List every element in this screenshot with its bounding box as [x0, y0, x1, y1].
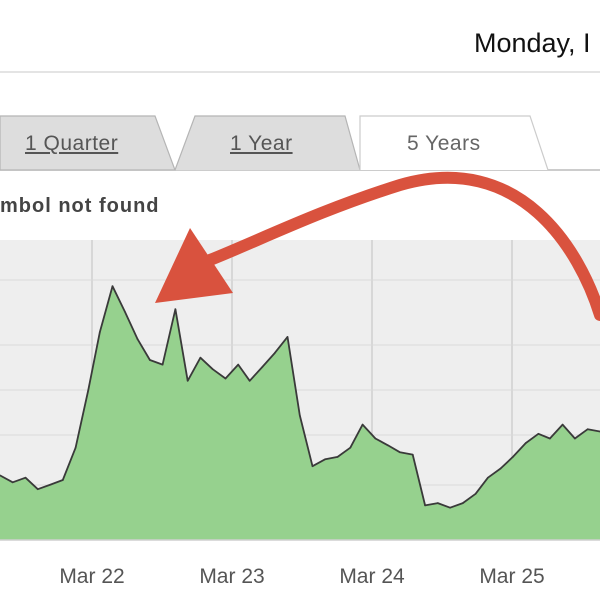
tab-5-years-label[interactable]: 5 Years [407, 132, 481, 155]
data-point [211, 368, 214, 371]
data-point [311, 465, 314, 467]
data-point [199, 356, 202, 359]
data-point [586, 428, 589, 431]
data-point [487, 476, 489, 479]
data-point [499, 467, 502, 470]
data-point [324, 458, 327, 461]
data-point [436, 502, 439, 504]
data-point [449, 506, 451, 509]
data-point [62, 479, 64, 481]
data-point [549, 437, 551, 440]
period-tabs [0, 115, 600, 171]
data-point [399, 451, 401, 454]
data-point [561, 423, 564, 426]
data-point [248, 379, 251, 382]
data-point [574, 437, 576, 440]
data-point [87, 389, 90, 391]
data-point [424, 504, 426, 507]
x-tick-label: Mar 23 [199, 565, 264, 588]
data-point [49, 483, 52, 486]
data-point [411, 453, 414, 456]
data-point [336, 456, 339, 458]
data-point [387, 444, 389, 447]
data-point [186, 379, 189, 382]
data-point [149, 359, 151, 361]
annotation-arrow [155, 171, 600, 321]
x-tick-label: Mar 24 [339, 565, 405, 588]
data-point [98, 331, 101, 334]
data-point [74, 446, 77, 449]
data-point [361, 423, 364, 426]
data-point [286, 336, 289, 338]
data-point [0, 474, 1, 477]
tab-1-quarter-label[interactable]: 1 Quarter [25, 132, 119, 155]
data-point [374, 437, 377, 440]
data-point [36, 488, 39, 491]
tab-5-years[interactable] [359, 115, 549, 171]
data-point [537, 433, 540, 435]
header-divider [0, 71, 600, 73]
data-point [474, 493, 477, 495]
data-point [462, 502, 464, 504]
data-point [524, 442, 527, 444]
x-axis-ticks: Mar 22 Mar 23 Mar 24 Mar 25 [59, 565, 544, 588]
symbol-status-message: mbol not found [0, 195, 160, 217]
tab-1-year[interactable] [174, 115, 361, 171]
data-points [0, 285, 600, 509]
x-tick-label: Mar 25 [479, 565, 544, 588]
data-point [261, 366, 264, 368]
price-area [0, 286, 600, 540]
data-point [349, 446, 352, 449]
data-point [161, 363, 164, 366]
data-point [136, 338, 139, 341]
data-point [11, 481, 14, 484]
data-point [512, 456, 514, 458]
data-point [298, 414, 301, 417]
x-tick-label: Mar 22 [59, 565, 124, 588]
data-point [273, 352, 276, 354]
data-point [174, 308, 177, 311]
data-point [124, 310, 126, 313]
data-point [237, 363, 239, 366]
data-point [111, 285, 114, 287]
data-point [224, 377, 227, 380]
data-point [24, 476, 27, 479]
header-date: Monday, I [474, 28, 591, 58]
tab-1-year-label[interactable]: 1 Year [230, 132, 293, 155]
